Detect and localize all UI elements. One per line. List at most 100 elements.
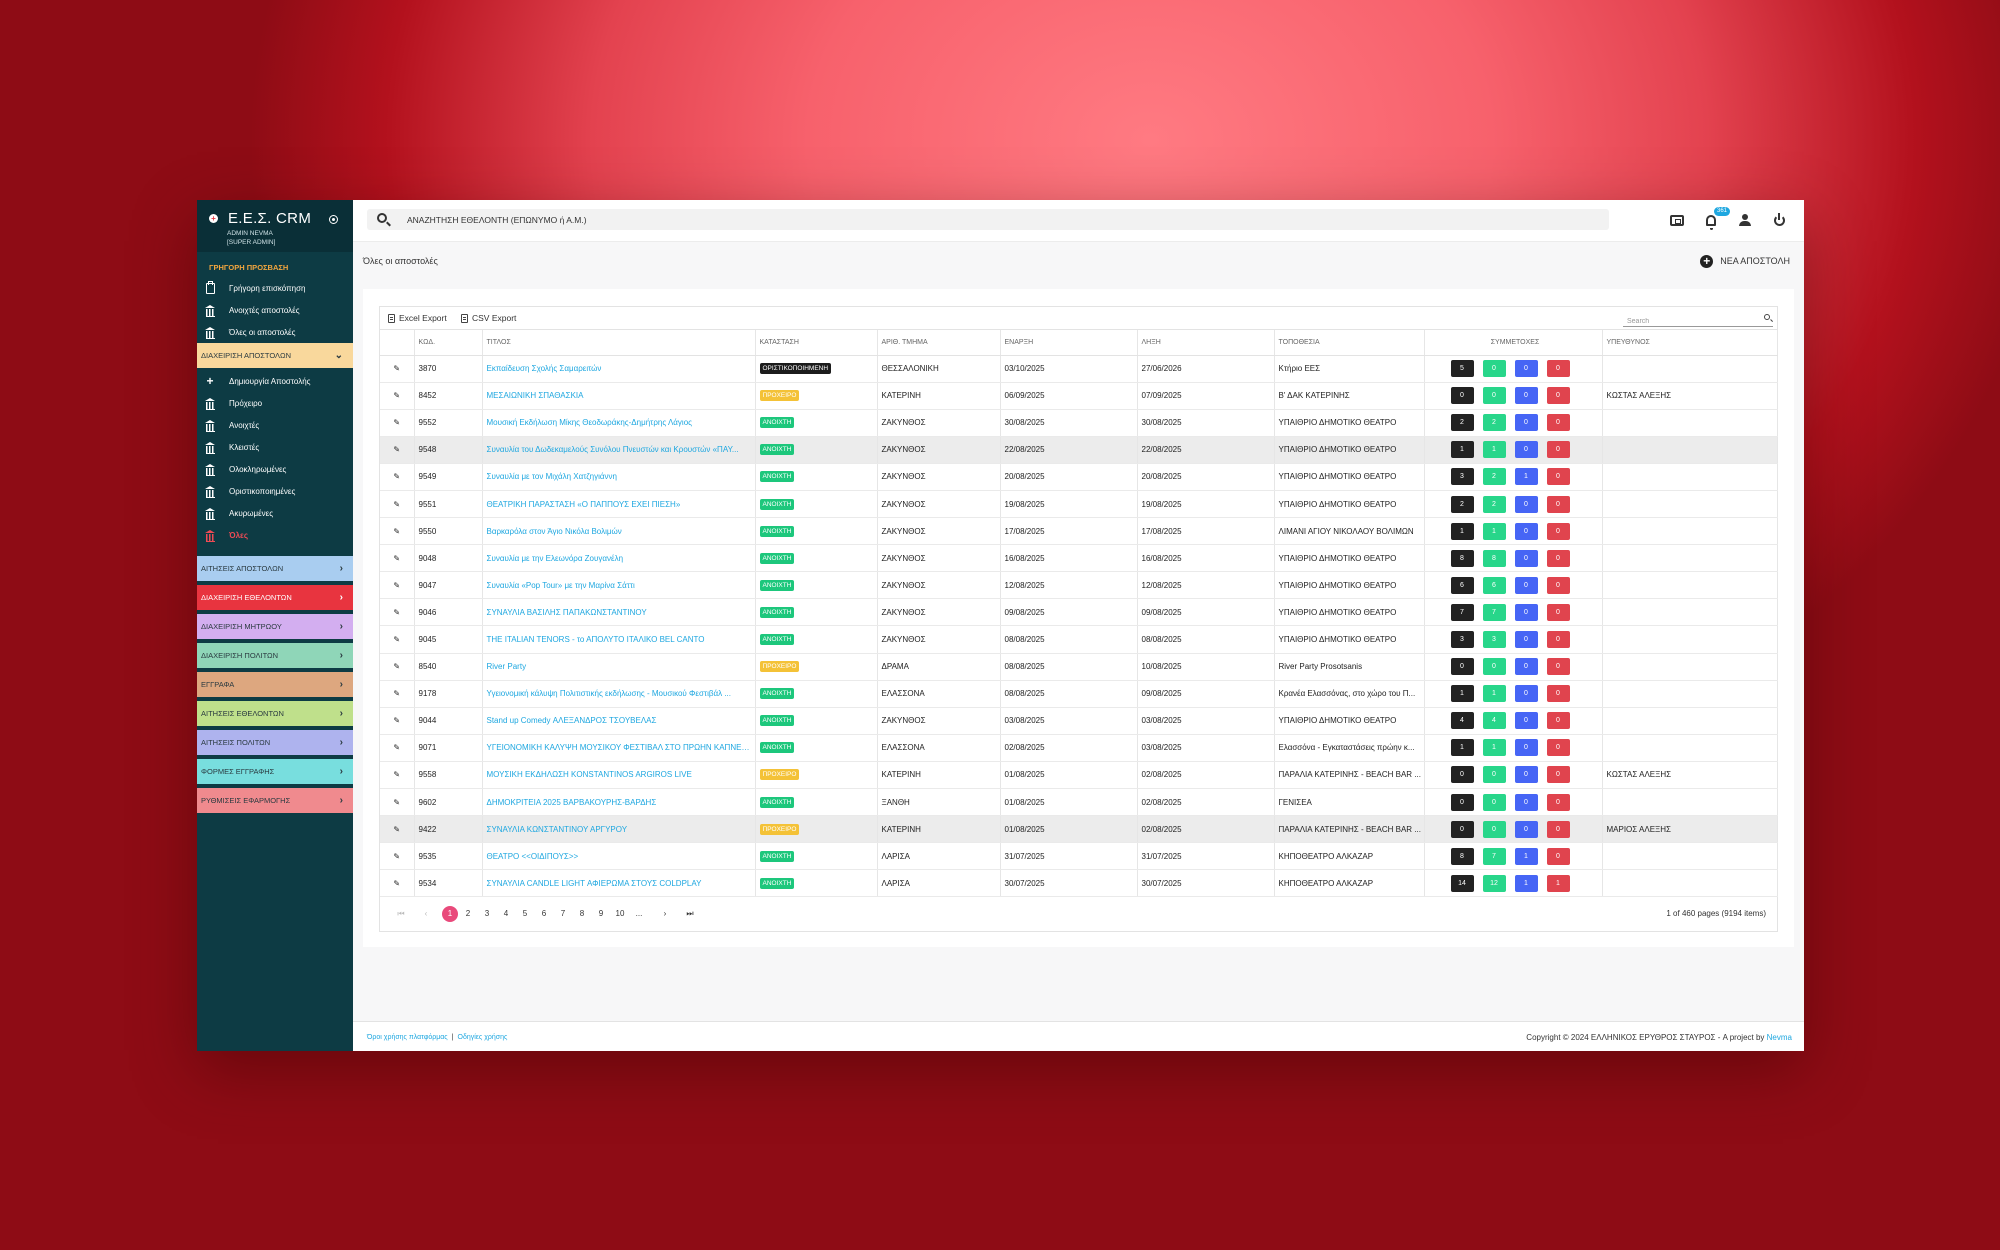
participation-count[interactable]: 0 — [1546, 712, 1570, 730]
cell-title-link[interactable]: ΜΟΥΣΙΚΗ ΕΚΔΗΛΩΣΗ KONSTANTINOS ARGIROS LI… — [482, 761, 756, 790]
first-page-icon[interactable]: ⏮ — [397, 909, 405, 918]
edit-pencil-icon[interactable]: ✎ — [380, 517, 415, 546]
page-number[interactable]: 6 — [541, 909, 547, 918]
participation-count[interactable]: 0 — [1546, 468, 1570, 486]
edit-pencil-icon[interactable]: ✎ — [380, 734, 415, 762]
participation-count[interactable]: 0 — [1514, 387, 1538, 405]
last-page-icon[interactable]: ⏭ — [686, 909, 694, 918]
sidebar-mission-item[interactable]: + Δημιουργία Αποστολής — [197, 370, 353, 392]
participation-count[interactable]: 0 — [1514, 414, 1538, 432]
participation-count[interactable]: 0 — [1482, 387, 1506, 405]
table-row[interactable]: ✎ 9550 Βαρκαρόλα στον Άγιο Νικόλα Βολιμών Α… — [380, 517, 1778, 546]
participation-count[interactable]: 0 — [1514, 712, 1538, 730]
participation-count[interactable]: 1 — [1514, 874, 1538, 892]
search-icon[interactable] — [1764, 314, 1770, 320]
participation-count[interactable]: 0 — [1546, 603, 1570, 621]
edit-pencil-icon[interactable]: ✎ — [380, 544, 415, 573]
participation-count[interactable]: 0 — [1546, 630, 1570, 648]
edit-pencil-icon[interactable]: ✎ — [380, 463, 415, 491]
participation-count[interactable]: 14 — [1450, 874, 1474, 892]
participation-count[interactable]: 0 — [1514, 603, 1538, 621]
edit-pencil-icon[interactable]: ✎ — [380, 869, 415, 898]
edit-pencil-icon[interactable]: ✎ — [380, 842, 415, 871]
participation-count[interactable]: 1 — [1514, 847, 1538, 865]
participation-count[interactable]: 1 — [1482, 739, 1506, 757]
column-header[interactable]: ΛΗΞΗ — [1137, 330, 1275, 356]
participation-count[interactable]: 0 — [1546, 847, 1570, 865]
participation-count[interactable]: 0 — [1514, 360, 1538, 378]
cell-title-link[interactable]: ΣΥΝΑΥΛΙΑ CANDLE LIGHT ΑΦΙΕΡΩΜΑ ΣΤΟΥΣ COL… — [482, 869, 756, 898]
edit-pencil-icon[interactable]: ✎ — [380, 680, 415, 708]
sidebar-section[interactable]: ΑΙΤΗΣΕΙΣ ΠΟΛΙΤΩΝ › — [197, 730, 353, 755]
participation-count[interactable]: 0 — [1514, 766, 1538, 784]
table-row[interactable]: ✎ 9178 Υγειονομική κάλυψη Πολιτιστικής εκδ… — [380, 680, 1778, 708]
page-number[interactable]: 7 — [560, 909, 566, 918]
edit-pencil-icon[interactable]: ✎ — [380, 571, 415, 600]
cell-title-link[interactable]: ΜΕΣΑΙΩΝΙΚΗ ΣΠΑΘΑΣΚΙΑ — [482, 382, 756, 410]
participation-count[interactable]: 6 — [1450, 576, 1474, 594]
participation-count[interactable]: 0 — [1546, 739, 1570, 757]
column-header[interactable]: ΤΙΤΛΟΣ — [482, 330, 756, 356]
participation-count[interactable]: 0 — [1514, 495, 1538, 513]
sidebar-quick-item[interactable]: Ανοιχτές αποστολές — [197, 299, 353, 321]
column-header[interactable]: ΚΑΤΑΣΤΑΣΗ — [755, 330, 878, 356]
sidebar-quick-item[interactable]: Γρήγορη επισκόπηση — [197, 277, 353, 299]
table-row[interactable]: ✎ 9534 ΣΥΝΑΥΛΙΑ CANDLE LIGHT ΑΦΙΕΡΩΜΑ ΣΤΟΥ… — [380, 869, 1778, 898]
participation-count[interactable]: 1 — [1450, 685, 1474, 703]
terms-link[interactable]: Όροι χρήσης πλατφόρμας — [367, 1034, 448, 1041]
page-number[interactable]: 4 — [503, 909, 509, 918]
table-row[interactable]: ✎ 9045 THE ITALIAN TENORS - το ΑΠΟΛΥΤΟ ΙΤΑ… — [380, 625, 1778, 654]
participation-count[interactable]: 3 — [1482, 630, 1506, 648]
edit-pencil-icon[interactable]: ✎ — [380, 490, 415, 519]
participation-count[interactable]: 0 — [1514, 820, 1538, 838]
participation-count[interactable]: 0 — [1546, 685, 1570, 703]
table-row[interactable]: ✎ 9552 Μουσική Εκδήλωση Μίκης Θεοδωράκης-Δ… — [380, 409, 1778, 437]
participation-count[interactable]: 0 — [1482, 766, 1506, 784]
next-page-icon[interactable]: › — [663, 909, 667, 918]
participation-count[interactable]: 8 — [1450, 549, 1474, 567]
participation-count[interactable]: 0 — [1546, 387, 1570, 405]
participation-count[interactable]: 0 — [1482, 820, 1506, 838]
participation-count[interactable]: 0 — [1482, 793, 1506, 811]
csv-export-button[interactable]: CSV Export — [461, 313, 516, 323]
column-header[interactable]: ΥΠΕΥΘΥΝΟΣ — [1602, 330, 1778, 356]
participation-count[interactable]: 6 — [1482, 576, 1506, 594]
table-row[interactable]: ✎ 9422 ΣΥΝΑΥΛΙΑ ΚΩΝΣΤΑΝΤΙΝΟΥ ΑΡΓΥΡΟΥ ΠΡΟΧΕΙ… — [380, 815, 1778, 844]
participation-count[interactable]: 0 — [1450, 766, 1474, 784]
sidebar-mission-item[interactable]: Κλειστές — [197, 436, 353, 458]
participation-count[interactable]: 0 — [1546, 820, 1570, 838]
sidebar-mission-item[interactable]: Ανοιχτές — [197, 414, 353, 436]
edit-pencil-icon[interactable]: ✎ — [380, 815, 415, 844]
participation-count[interactable]: 0 — [1514, 685, 1538, 703]
participation-count[interactable]: 0 — [1546, 549, 1570, 567]
notifications-button[interactable]: 361 — [1703, 207, 1731, 230]
edit-pencil-icon[interactable]: ✎ — [380, 761, 415, 790]
edit-pencil-icon[interactable]: ✎ — [380, 625, 415, 654]
cell-title-link[interactable]: Υγειονομική κάλυψη Πολιτιστικής εκδήλωση… — [482, 680, 756, 708]
cell-title-link[interactable]: Συναυλία με την Ελεωνόρα Ζουγανέλη — [482, 544, 756, 573]
sidebar-section[interactable]: ΦΟΡΜΕΣ ΕΓΓΡΑΦΗΣ › — [197, 759, 353, 784]
participation-count[interactable]: 8 — [1450, 847, 1474, 865]
participation-count[interactable]: 1 — [1546, 874, 1570, 892]
sidebar-mission-item[interactable]: Όλες — [197, 524, 353, 546]
participation-count[interactable]: 0 — [1546, 793, 1570, 811]
table-row[interactable]: ✎ 9549 Συναυλία με τον Μιχάλη Χατζηγιάννη Α… — [380, 463, 1778, 491]
column-header[interactable]: ΚΩΔ. — [414, 330, 483, 356]
table-row[interactable]: ✎ 8540 River Party ΠΡΟΧΕΙΡΟ ΔΡΑΜΑ 08/08/2025 1… — [380, 653, 1778, 681]
participation-count[interactable]: 12 — [1482, 874, 1506, 892]
table-row[interactable]: ✎ 9535 ΘΕΑΤΡΟ <<ΟΙΔΙΠΟΥΣ>> ΑΝΟΙΧΤΗ ΛΑΡΙΣΑ 31/… — [380, 842, 1778, 871]
cell-title-link[interactable]: ΣΥΝΑΥΛΙΑ ΒΑΣΙΛΗΣ ΠΑΠΑΚΩΝΣΤΑΝΤΙΝΟΥ — [482, 598, 756, 627]
cell-title-link[interactable]: Συναυλία του Δωδεκαμελούς Συνόλου Πνευστ… — [482, 436, 756, 464]
page-number[interactable]: 10 — [615, 909, 625, 918]
sidebar-section[interactable]: ΕΓΓΡΑΦΑ › — [197, 672, 353, 697]
participation-count[interactable]: 1 — [1450, 441, 1474, 459]
table-row[interactable]: ✎ 9548 Συναυλία του Δωδεκαμελούς Συνόλου Π… — [380, 436, 1778, 464]
new-mission-button[interactable]: + ΝΕΑ ΑΠΟΣΤΟΛΗ — [1700, 252, 1790, 270]
excel-export-button[interactable]: Excel Export — [388, 313, 447, 323]
sidebar-toggle-icon[interactable] — [329, 215, 338, 224]
grid-search-input[interactable] — [1623, 313, 1753, 330]
table-row[interactable]: ✎ 9602 ΔΗΜΟΚΡΙΤΕΙΑ 2025 ΒΑΡΒΑΚΟΥΡΗΣ-ΒΑΡΔΗΣ… — [380, 788, 1778, 817]
participation-count[interactable]: 2 — [1482, 495, 1506, 513]
cell-title-link[interactable]: Συναυλία «Pop Tour» με την Μαρίνα Σάττι — [482, 571, 756, 600]
participation-count[interactable]: 0 — [1482, 658, 1506, 676]
